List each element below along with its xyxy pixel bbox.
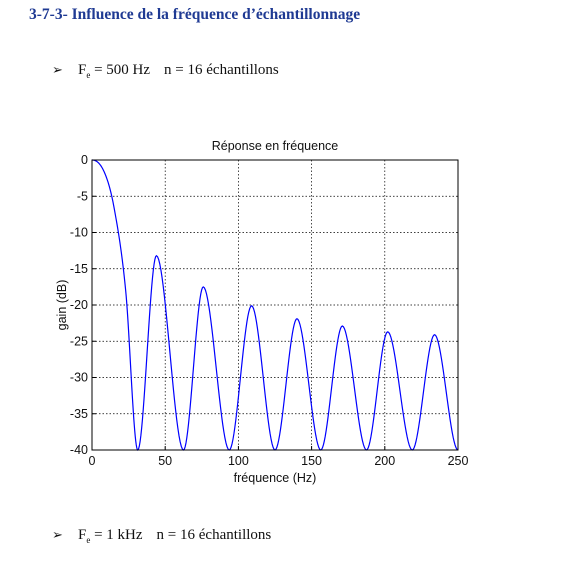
- param-value: = 1 kHz: [90, 527, 143, 543]
- param-value: = 500 Hz: [90, 62, 151, 78]
- param-subscript: e: [86, 535, 91, 545]
- x-tick-label: 200: [374, 454, 395, 468]
- y-tick-label: -40: [70, 443, 88, 457]
- sample-count: n = 16 échantillons: [164, 62, 279, 78]
- chart-title: Réponse en fréquence: [212, 139, 339, 153]
- x-tick-label: 250: [448, 454, 469, 468]
- plot-frame: [91, 159, 459, 451]
- sample-count: n = 16 échantillons: [156, 527, 272, 543]
- bullet-arrow-icon: ➢: [52, 527, 63, 542]
- bullet-sampling-500hz: ➢ Fe = 500 Hz n = 16 échantillons: [52, 62, 279, 80]
- x-tick-label: 100: [228, 454, 249, 468]
- y-tick-label: 0: [81, 153, 88, 167]
- param-symbol: F: [78, 62, 87, 78]
- tick-layer: 0 50 100 150 200 250 0 -5 -10 -15 -20 -25 -30 -35 -40: [70, 153, 469, 468]
- y-tick-label: -35: [70, 407, 88, 421]
- bullet-sampling-1khz: ➢ Fe = 1 kHz n = 16 échantillons: [52, 527, 271, 545]
- x-tick-label: 50: [158, 454, 172, 468]
- bullet-arrow-icon: ➢: [52, 62, 63, 77]
- param-subscript: e: [86, 70, 91, 80]
- y-tick-label: -20: [70, 298, 88, 312]
- x-tick-label: 0: [89, 454, 96, 468]
- response-curve: [91, 159, 459, 451]
- y-axis-label: gain (dB): [55, 280, 69, 331]
- y-tick-label: -30: [70, 371, 88, 385]
- y-tick-label: -5: [77, 189, 88, 203]
- param-symbol: F: [78, 527, 87, 543]
- y-tick-label: -10: [70, 226, 88, 240]
- x-axis-label: fréquence (Hz): [234, 471, 317, 485]
- section-heading: 3-7-3- Influence de la fréquence d’échan…: [29, 6, 361, 23]
- y-tick-label: -15: [70, 262, 88, 276]
- y-tick-label: -25: [70, 334, 88, 348]
- x-tick-label: 150: [301, 454, 322, 468]
